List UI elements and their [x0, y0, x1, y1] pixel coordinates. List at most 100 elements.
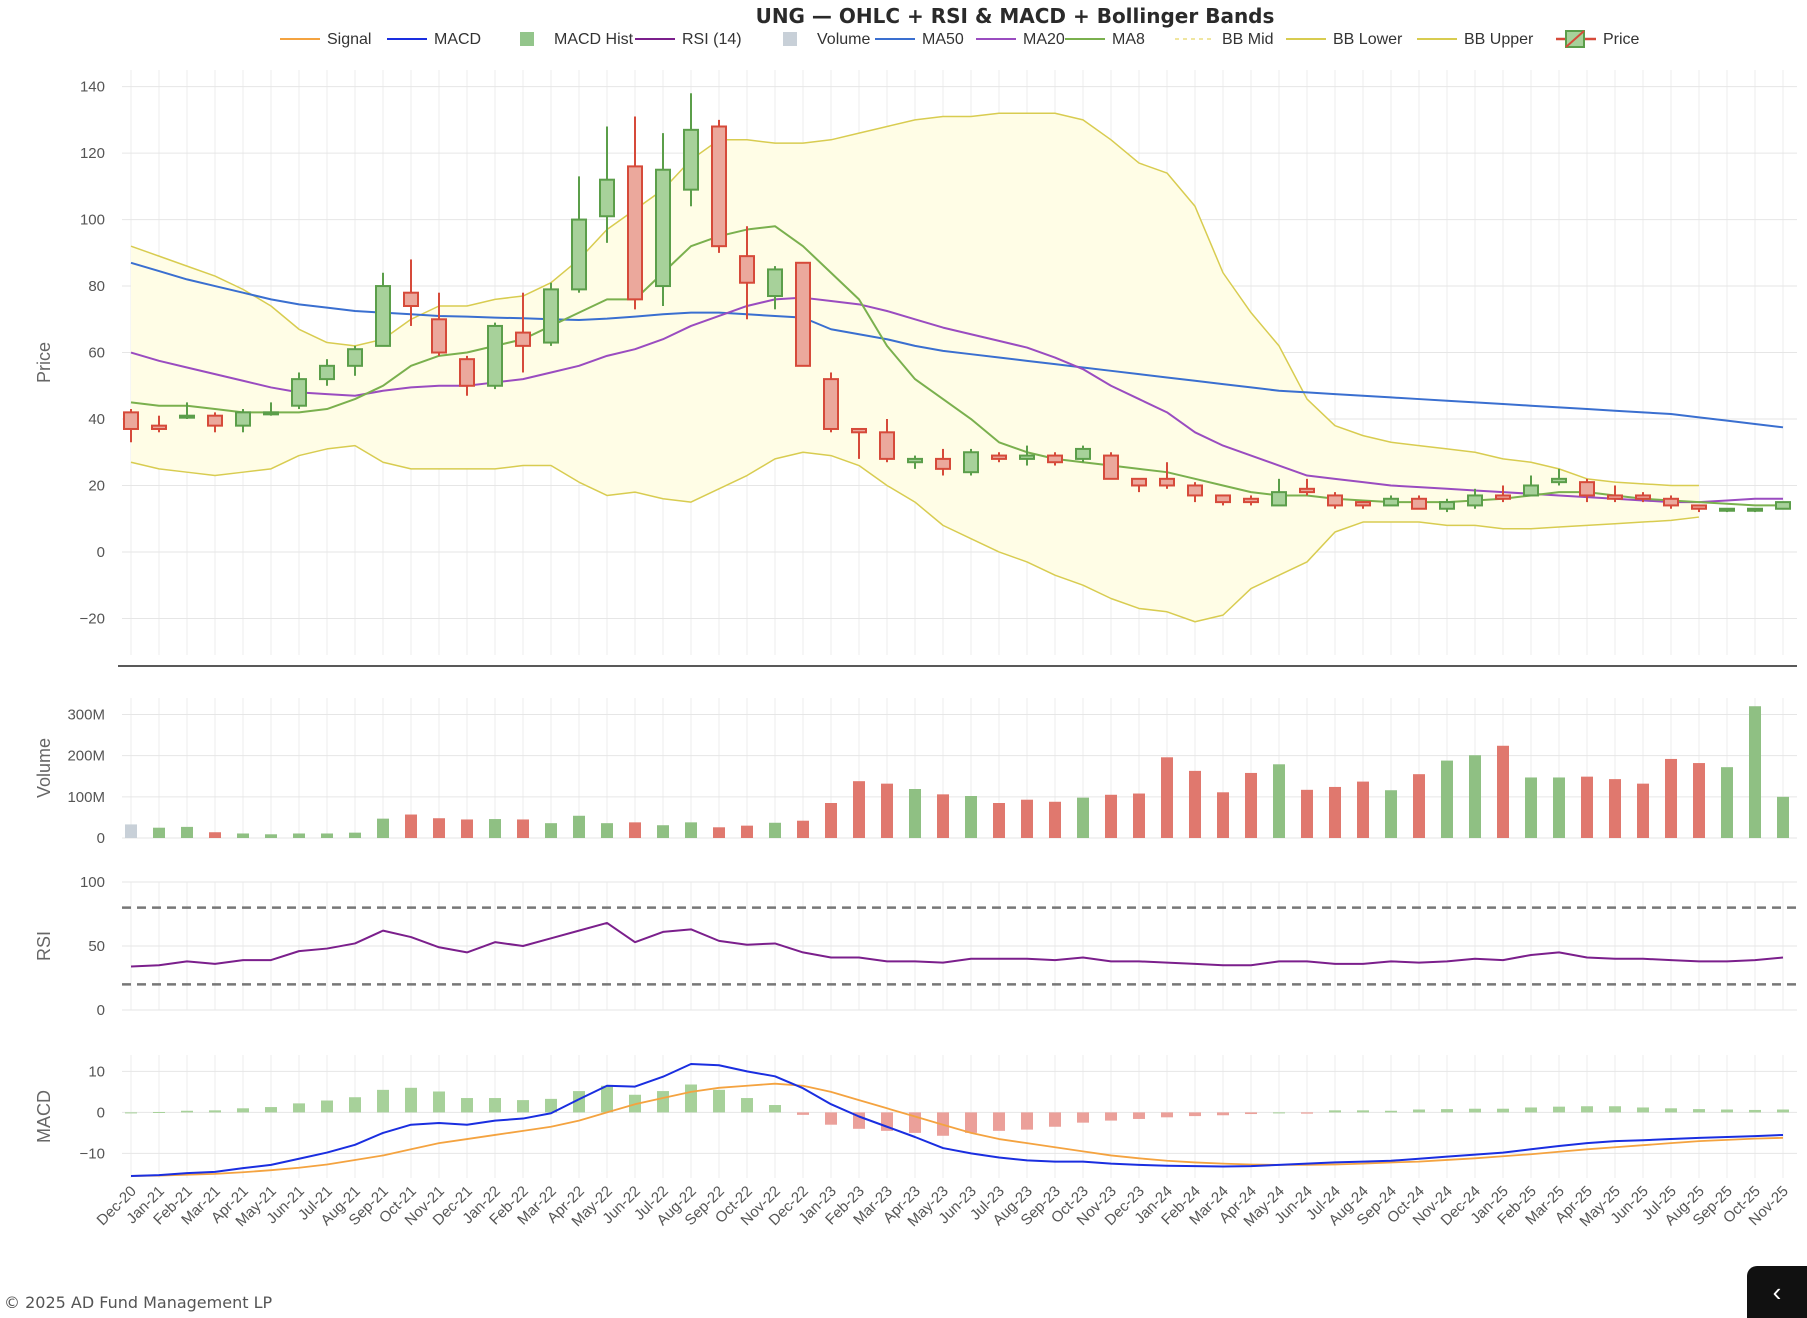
volume-bar [713, 827, 725, 838]
legend-item[interactable]: Price [1556, 30, 1640, 48]
volume-bar [1637, 783, 1649, 838]
candle-body [711, 125, 727, 248]
macd-axis-title: MACD [34, 1090, 54, 1143]
volume-bar [1413, 774, 1425, 838]
volume-bar [573, 815, 585, 838]
candle-body [1019, 454, 1035, 460]
legend-swatch [783, 32, 797, 46]
candle-body [515, 331, 531, 347]
candle-body [1215, 494, 1231, 504]
volume-bar [629, 822, 641, 838]
candle-body [1187, 484, 1203, 497]
volume-bar [825, 803, 837, 838]
legend[interactable]: Signal MACD MACD Hist RSI (14) Volume MA50 MA2… [280, 30, 1640, 48]
legend-item[interactable]: MA20 [976, 31, 1065, 48]
volume-bar [1161, 757, 1173, 838]
volume-bar [1077, 797, 1089, 838]
volume-bar [993, 803, 1005, 838]
bb-upper-line [130, 112, 1699, 487]
candle-body [767, 268, 783, 298]
volume-bar [769, 822, 781, 838]
candle-body [851, 427, 867, 434]
price-axis-title: Price [34, 342, 54, 383]
macd-hist-bar [1413, 1109, 1425, 1113]
legend-item[interactable]: MACD [387, 31, 481, 48]
macd-hist-bar [1637, 1107, 1649, 1113]
y-tick-label: −10 [80, 1145, 105, 1162]
macd-line [130, 1063, 1784, 1177]
macd-panel: −10 0 10 MACD [34, 1055, 1797, 1178]
legend-item[interactable]: Signal [280, 31, 371, 48]
macd-hist-bar [1497, 1108, 1509, 1113]
macd-hist-bar [601, 1085, 613, 1113]
candle-body [1579, 481, 1595, 497]
macd-hist-bar [1161, 1112, 1173, 1118]
candle-body [935, 457, 951, 470]
legend-item[interactable]: MACD Hist [520, 31, 634, 48]
y-tick-label: 0 [97, 1002, 105, 1019]
candle-body [487, 324, 503, 387]
volume-bar [125, 824, 137, 838]
volume-bar [1525, 777, 1537, 838]
macd-hist-bar [1665, 1108, 1677, 1113]
candle-body [459, 358, 475, 387]
candle-body [1467, 494, 1483, 507]
legend-item[interactable]: MA8 [1065, 31, 1145, 48]
candle-body [1691, 504, 1707, 510]
volume-bar [797, 820, 809, 838]
macd-hist-bar [153, 1111, 165, 1113]
legend-item[interactable]: MA50 [875, 31, 964, 48]
volume-bar [1609, 779, 1621, 838]
legend-label: BB Upper [1464, 31, 1534, 48]
legend-item[interactable]: RSI (14) [635, 31, 742, 48]
volume-bar [377, 818, 389, 838]
candle-body [907, 457, 923, 464]
volume-bar [265, 834, 277, 838]
macd-hist-bar [405, 1087, 417, 1113]
candle-body [991, 454, 1007, 460]
volume-bar [1273, 764, 1285, 838]
legend-item[interactable]: BB Upper [1417, 31, 1534, 48]
y-tick-label: 100 [80, 874, 105, 891]
collapse-chevron-button[interactable]: ‹ [1747, 1266, 1807, 1318]
macd-hist-bar [1553, 1106, 1565, 1113]
volume-bar [1581, 776, 1593, 838]
legend-item[interactable]: BB Lower [1286, 31, 1403, 48]
chart-title: UNG — OHLC + RSI & MACD + Bollinger Band… [756, 4, 1275, 28]
candle-body [151, 424, 167, 430]
macd-hist-bar [1077, 1112, 1089, 1123]
candle-body [1355, 501, 1371, 507]
volume-bar [181, 826, 193, 838]
volume-bar [937, 794, 949, 838]
macd-hist-bar [1469, 1108, 1481, 1113]
legend-label: MA20 [1023, 31, 1065, 48]
macd-hist-bar [181, 1110, 193, 1113]
volume-bar [1329, 786, 1341, 838]
macd-hist-bar [965, 1112, 977, 1133]
volume-bar [1357, 781, 1369, 838]
ma50-line [130, 261, 1784, 429]
volume-bar [965, 796, 977, 838]
candle-body [1523, 484, 1539, 497]
candle-body [319, 364, 335, 381]
legend-label: BB Mid [1222, 31, 1274, 48]
legend-label: BB Lower [1333, 31, 1403, 48]
macd-hist-bar [1245, 1112, 1257, 1115]
candle-body [1299, 487, 1315, 494]
candle-body [347, 348, 363, 367]
volume-bar [349, 832, 361, 838]
macd-hist-bar [237, 1108, 249, 1113]
candle-body [1495, 494, 1511, 500]
candle-body [263, 411, 279, 416]
volume-bar [1749, 706, 1761, 838]
legend-label: MA8 [1112, 31, 1145, 48]
volume-bar [1385, 790, 1397, 838]
candle-body [823, 378, 839, 430]
legend-item[interactable]: BB Mid [1175, 31, 1274, 48]
y-tick-label: 120 [80, 145, 105, 162]
candle-body [1411, 497, 1427, 510]
candle-body [1131, 477, 1147, 487]
volume-bar [1049, 801, 1061, 838]
macd-hist-bar [1105, 1112, 1117, 1121]
legend-item[interactable]: Volume [783, 31, 870, 48]
